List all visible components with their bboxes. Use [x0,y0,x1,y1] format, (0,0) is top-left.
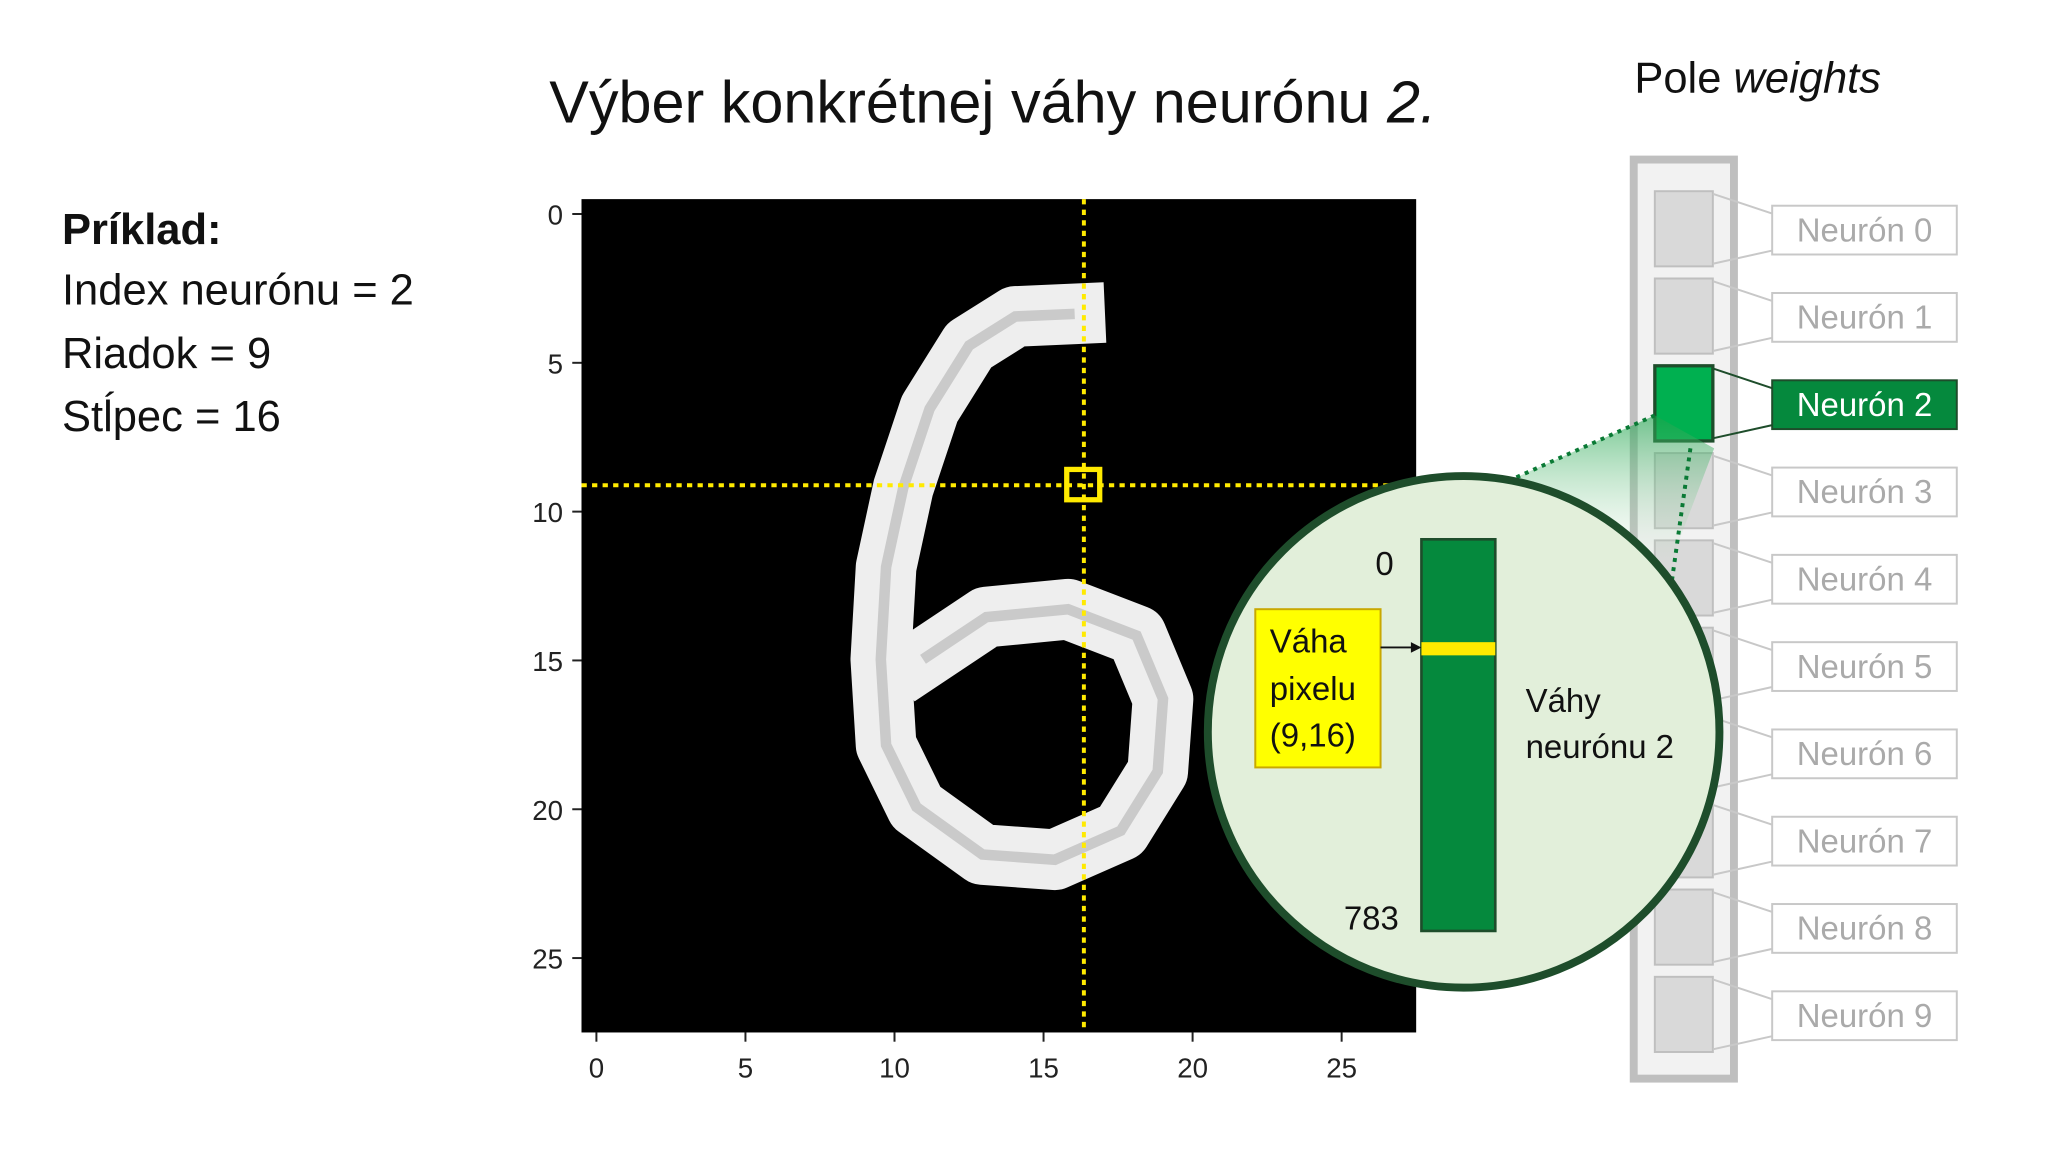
neuron-label-box [1771,466,1958,518]
title-text: Výber konkrétnej váhy neurónu [549,69,1387,136]
neuron-connector [1712,860,1773,876]
example-line: Index neurónu = 2 [62,267,414,315]
digit-shade [875,308,1169,866]
example-line: Stĺpec = 16 [62,390,281,441]
caption: neurónu 2 [1526,728,1674,765]
index-end: 783 [1344,900,1399,937]
neuron-connector [1712,424,1773,440]
neuron-label-box [1771,815,1958,867]
selected-pixel [1064,466,1103,503]
neuron-label-box [1771,204,1958,256]
neuron-cell [1653,888,1714,966]
neuron-connector [1712,280,1773,302]
neuron-connector [1712,1035,1773,1051]
pixel-label: Váha [1270,623,1348,660]
x-tick-label: 10 [879,1052,910,1083]
x-tick-label: 25 [1326,1052,1357,1083]
digit-stroke [850,282,1194,891]
neuron-label: Neurón 2 [1797,386,1933,423]
title: Výber konkrétnej váhy neurónu 2. [549,69,1436,136]
caption: Váhy [1526,682,1602,719]
pixel-label-box [1254,608,1382,769]
x-tick-label: 15 [1028,1052,1059,1083]
neuron-label-box [1771,728,1958,780]
arrow-head [1410,642,1422,653]
neuron-connector [1712,598,1773,614]
neuron-connector [1712,947,1773,964]
neuron-label-box [1771,990,1958,1042]
neuron-connector [1712,367,1773,390]
y-tick-label: 25 [532,944,563,975]
title-emphasis: 2. [1386,69,1436,136]
weights-bar [1420,537,1497,933]
y-tick-label: 10 [532,497,563,528]
neuron-connector [1712,891,1773,913]
array-title-emphasis: weights [1734,54,1882,102]
y-tick-label: 20 [532,795,563,826]
neuron-label-box [1771,553,1958,605]
neuron-label: Neurón 4 [1797,560,1933,597]
example-line: Riadok = 9 [62,330,271,378]
neuron-connector [1712,192,1773,215]
x-tick-label: 5 [738,1052,753,1083]
neuron-connector [1712,629,1773,652]
example-heading: Príklad: [62,206,222,254]
neuron-connector [1712,542,1773,564]
neuron-connector [1712,773,1773,789]
pixel-label: pixelu [1270,670,1356,707]
neuron-connector [1712,803,1773,826]
zoom-line [1670,448,1693,581]
neuron-label-box [1771,379,1958,431]
x-tick-label: 20 [1177,1052,1208,1083]
neuron-label-box [1771,641,1958,692]
neuron-label: Neurón 6 [1797,735,1933,772]
neuron-cell [1653,277,1714,355]
y-tick-label: 5 [548,348,563,379]
neuron-label: Neurón 8 [1797,910,1933,947]
axes: 0 5 10 15 20 25 0 5 10 15 20 25 [532,200,1357,1084]
neuron-label: Neurón 0 [1797,211,1933,248]
zoom-line [1515,413,1656,480]
pixel-label: (9,16) [1270,716,1356,753]
y-tick-label: 0 [548,200,563,231]
neuron-label-box [1771,903,1958,954]
neuron-cell [1653,190,1714,268]
neuron-label: Neurón 3 [1797,473,1933,510]
index-start: 0 [1375,545,1393,582]
neuron-connector [1712,336,1773,352]
weight-highlight [1421,642,1496,656]
neuron-connector [1712,686,1773,702]
neuron-connector [1712,978,1773,1001]
y-tick-label: 15 [532,646,563,677]
neuron-label: Neurón 7 [1797,822,1933,859]
array-title: Pole weights [1634,54,1881,102]
neuron-label: Neurón 5 [1797,648,1933,685]
neuron-label: Neurón 1 [1797,299,1933,336]
neuron-connector [1712,249,1773,265]
zoom-cone [1516,415,1715,581]
neuron-label: Neurón 9 [1797,997,1933,1034]
neuron-connector [1712,454,1773,477]
neuron-label-box [1771,292,1958,343]
neuron-connector [1712,511,1773,527]
x-tick-label: 0 [589,1052,604,1083]
neuron-cell [1653,975,1714,1053]
array-title-text: Pole [1634,54,1733,102]
